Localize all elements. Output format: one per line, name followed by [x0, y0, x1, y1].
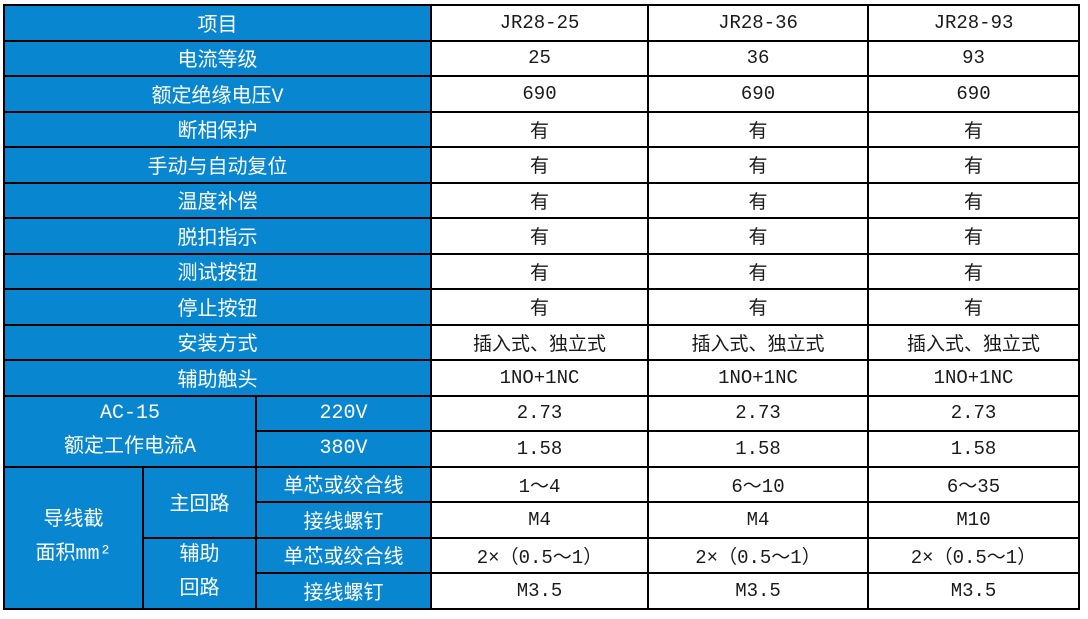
ac15-group-cell: AC-15 额定工作电流A: [3, 394, 257, 468]
table-row: 温度补偿 有 有 有: [3, 181, 1080, 220]
wire-type-cell: 接线螺钉: [255, 501, 432, 539]
value-cell: 有: [430, 217, 649, 255]
spec-table: 项目 JR28-25 JR28-36 JR28-93 电流等级 25 36 93…: [3, 4, 1080, 611]
row-label-cell: 温度补偿: [3, 181, 432, 220]
value-cell: 有: [867, 288, 1080, 326]
value-cell: 有: [647, 110, 869, 149]
value-cell: 有: [867, 217, 1080, 255]
value-cell: 有: [647, 252, 869, 291]
ac15-group-line1: AC-15: [99, 402, 160, 426]
value-cell: 1.58: [430, 430, 649, 468]
model-header-cell: JR28-36: [647, 4, 869, 42]
value-cell: 插入式、独立式: [867, 323, 1080, 362]
table-row: 辅助触头 1NO+1NC 1NO+1NC 1NO+1NC: [3, 359, 1080, 397]
value-cell: 690: [867, 75, 1080, 113]
value-cell: 690: [430, 75, 649, 113]
table-row: 380V 1.58 1.58 1.58: [4, 430, 1080, 468]
aux-circuit-cell: 辅助 回路: [142, 536, 257, 611]
value-cell: 有: [430, 146, 649, 184]
model-header-cell: JR28-25: [430, 4, 649, 42]
value-cell: 1NO+1NC: [647, 359, 869, 397]
value-cell: 2×（0.5～1）: [647, 536, 869, 575]
value-cell: 2×（0.5～1）: [430, 536, 649, 575]
value-cell: 1.58: [867, 430, 1080, 468]
table-row: 项目 JR28-25 JR28-36 JR28-93: [3, 4, 1080, 42]
value-cell: 有: [867, 146, 1080, 184]
value-cell: 25: [430, 39, 649, 78]
value-cell: M10: [867, 501, 1080, 539]
table-row: 手动与自动复位 有 有 有: [3, 146, 1080, 184]
row-label-cell: 额定绝缘电压V: [3, 75, 432, 113]
table-row: 电流等级 25 36 93: [3, 39, 1080, 78]
table-row: 额定绝缘电压V 690 690 690: [3, 75, 1080, 113]
value-cell: 1～4: [430, 465, 649, 504]
wire-type-cell: 接线螺钉: [255, 572, 432, 610]
value-cell: 2.73: [430, 394, 649, 433]
row-label-cell: 脱扣指示: [3, 217, 432, 255]
row-label-cell: 辅助触头: [3, 359, 432, 397]
value-cell: 插入式、独立式: [430, 323, 649, 362]
table-row: 辅助 回路 单芯或绞合线 2×（0.5～1） 2×（0.5～1） 2×（0.5～…: [4, 536, 1080, 611]
row-label-cell: 断相保护: [3, 110, 432, 149]
value-cell: 有: [867, 252, 1080, 291]
table-row: 停止按钮 有 有 有: [3, 288, 1080, 326]
value-cell: 690: [647, 75, 869, 113]
table-row: AC-15 额定工作电流A 220V 2.73 2.73 2.73: [3, 394, 1080, 468]
value-cell: 有: [867, 181, 1080, 220]
value-cell: 6～35: [867, 465, 1080, 504]
wire-type-cell: 单芯或绞合线: [255, 465, 432, 504]
model-header-cell: JR28-93: [867, 4, 1080, 42]
wire-group-line1: 导线截: [43, 508, 104, 532]
value-cell: M3.5: [647, 572, 869, 610]
value-cell: 2.73: [867, 394, 1080, 433]
header-item-cell: 项目: [3, 4, 432, 42]
value-cell: 1.58: [647, 430, 869, 468]
value-cell: 1NO+1NC: [430, 359, 649, 397]
row-label-cell: 测试按钮: [3, 252, 432, 291]
value-cell: 有: [430, 110, 649, 149]
main-circuit-cell: 主回路: [142, 465, 257, 539]
row-label-cell: 手动与自动复位: [3, 146, 432, 184]
table-row: 安装方式 插入式、独立式 插入式、独立式 插入式、独立式: [3, 323, 1080, 362]
value-cell: 有: [647, 288, 869, 326]
value-cell: M4: [647, 501, 869, 539]
row-label-cell: 安装方式: [3, 323, 432, 362]
value-cell: 有: [647, 217, 869, 255]
wire-group-line2: 面积mm²: [35, 542, 112, 566]
value-cell: M4: [430, 501, 649, 539]
ac15-voltage-cell: 220V: [255, 394, 432, 433]
value-cell: M3.5: [867, 572, 1080, 610]
value-cell: M3.5: [430, 572, 649, 610]
table-row: 接线螺钉 M4 M4 M10: [4, 501, 1080, 539]
value-cell: 有: [867, 110, 1080, 149]
table-row: 测试按钮 有 有 有: [3, 252, 1080, 291]
value-cell: 插入式、独立式: [647, 323, 869, 362]
table-row: 导线截 面积mm² 主回路 单芯或绞合线 1～4 6～10 6～35: [3, 465, 1080, 611]
value-cell: 有: [647, 181, 869, 220]
ac15-voltage-cell: 380V: [255, 430, 432, 468]
row-label-cell: 停止按钮: [3, 288, 432, 326]
value-cell: 6～10: [647, 465, 869, 504]
value-cell: 有: [647, 146, 869, 184]
value-cell: 2×（0.5～1）: [867, 536, 1080, 575]
wire-group-cell: 导线截 面积mm²: [3, 465, 144, 611]
wire-type-cell: 单芯或绞合线: [255, 536, 432, 575]
value-cell: 2.73: [647, 394, 869, 433]
value-cell: 有: [430, 181, 649, 220]
value-cell: 1NO+1NC: [867, 359, 1080, 397]
table-row: 接线螺钉 M3.5 M3.5 M3.5: [4, 572, 1080, 610]
aux-circuit-line2: 回路: [179, 578, 220, 602]
aux-circuit-line1: 辅助: [179, 544, 220, 568]
table-row: 脱扣指示 有 有 有: [3, 217, 1080, 255]
value-cell: 有: [430, 288, 649, 326]
value-cell: 36: [647, 39, 869, 78]
value-cell: 有: [430, 252, 649, 291]
ac15-group-line2: 额定工作电流A: [63, 436, 196, 460]
value-cell: 93: [867, 39, 1080, 78]
row-label-cell: 电流等级: [3, 39, 432, 78]
table-row: 断相保护 有 有 有: [3, 110, 1080, 149]
